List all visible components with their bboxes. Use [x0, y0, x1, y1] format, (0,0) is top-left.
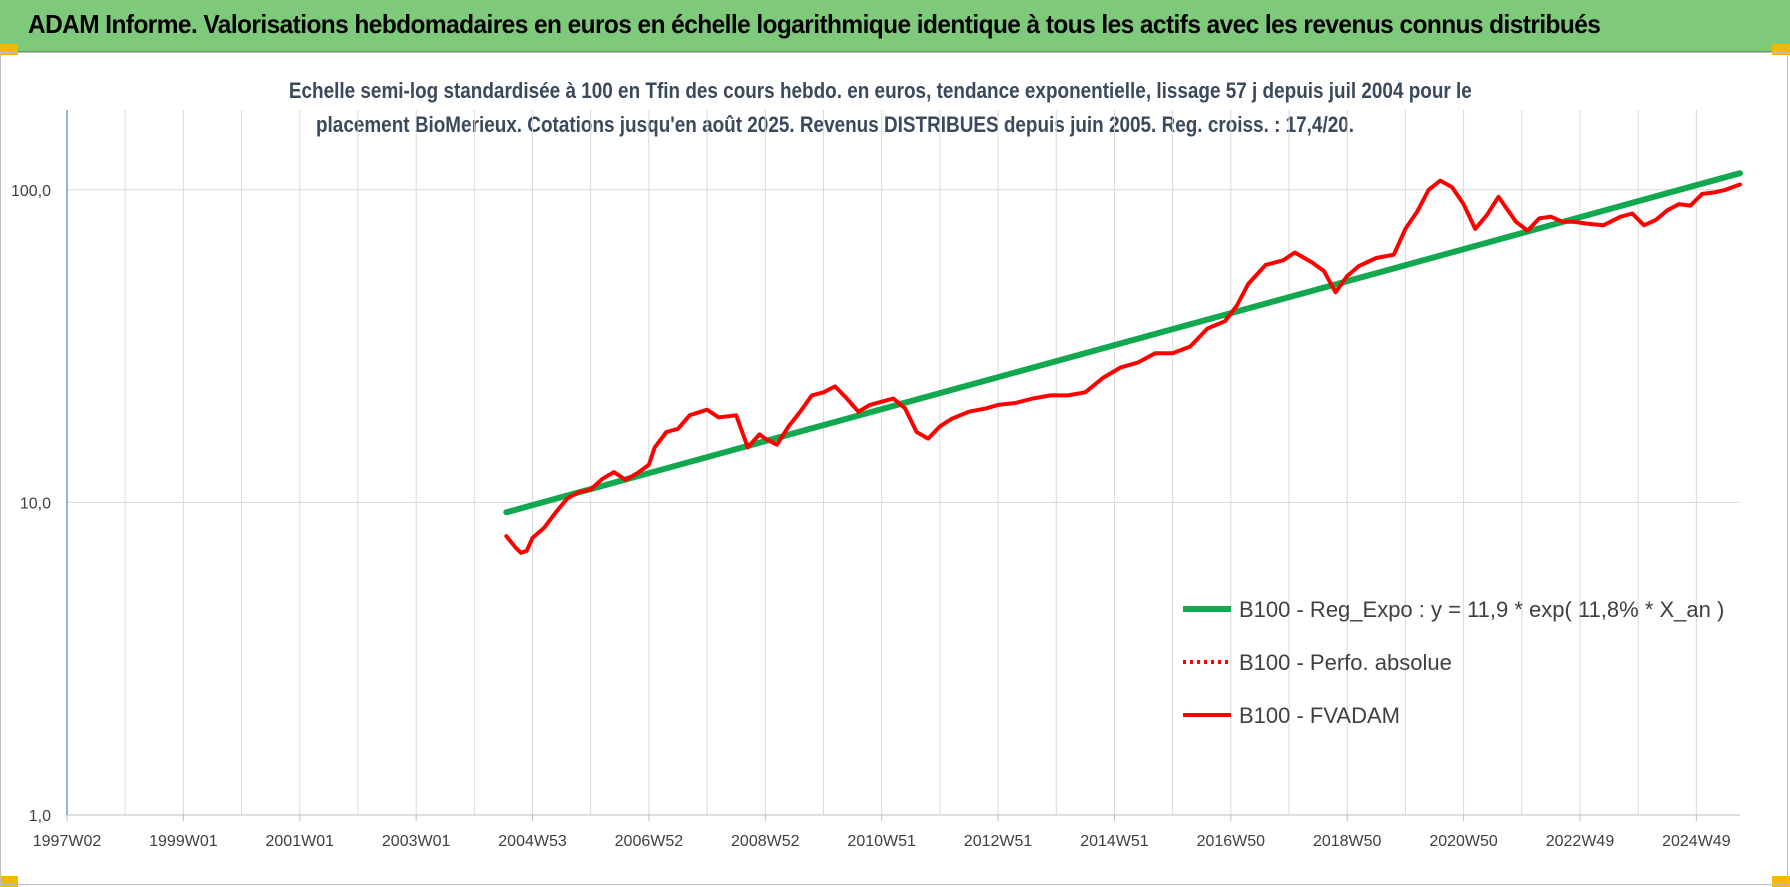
x-tick-label: 2004W53	[498, 833, 567, 850]
corner-mark-bottom-right	[1772, 876, 1790, 887]
x-tick-label: 2020W50	[1429, 833, 1498, 850]
x-tick-label: 2022W49	[1546, 833, 1615, 850]
y-tick-label: 1,0	[29, 808, 51, 825]
y-tick-label: 10,0	[20, 495, 51, 512]
trend-line-reg-expo	[503, 170, 1743, 516]
corner-mark-bottom-left	[0, 876, 18, 887]
x-tick-label: 2008W52	[731, 833, 800, 850]
x-tick-label: 2014W51	[1080, 833, 1149, 850]
legend-label: B100 - FVADAM	[1239, 703, 1400, 728]
x-tick-label: 2024W49	[1662, 833, 1731, 850]
legend-label: B100 - Reg_Expo : y = 11,9 * exp( 11,8% …	[1239, 597, 1724, 622]
chart-title-line-1: Echelle semi-log standardisée à 100 en T…	[288, 78, 1472, 103]
page-title: ADAM Informe. Valorisations hebdomadaire…	[28, 9, 1601, 39]
chart-frame	[0, 52, 1788, 885]
x-tick-label: 2010W51	[847, 833, 916, 850]
x-tick-label: 2006W52	[615, 833, 684, 850]
series-line-fvadam	[504, 178, 1742, 555]
header-banner: ADAM Informe. Valorisations hebdomadaire…	[0, 0, 1790, 52]
y-tick-label: 100,0	[11, 183, 51, 200]
x-tick-label: 2001W01	[266, 833, 335, 850]
x-tick-label: 2016W50	[1197, 833, 1266, 850]
corner-mark-left	[0, 44, 18, 55]
legend-label: B100 - Perfo. absolue	[1239, 650, 1452, 675]
x-tick-label: 2018W50	[1313, 833, 1382, 850]
chart-title-line-2: placement BioMerieux. Cotations jusqu'en…	[315, 112, 1355, 137]
x-tick-label: 2012W51	[964, 833, 1033, 850]
x-tick-label: 1997W02	[33, 833, 102, 850]
x-tick-label: 2003W01	[382, 833, 451, 850]
x-tick-label: 1999W01	[149, 833, 218, 850]
corner-mark-right	[1772, 44, 1790, 55]
